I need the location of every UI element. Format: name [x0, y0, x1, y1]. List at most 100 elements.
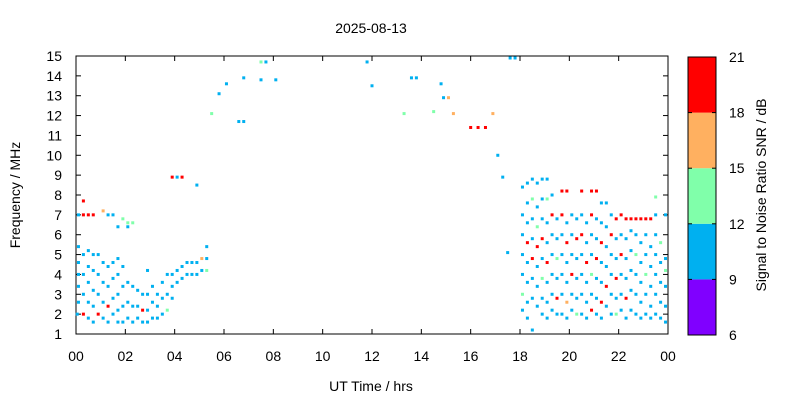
data-point: [560, 233, 564, 237]
data-point: [121, 264, 125, 268]
data-point: [101, 300, 105, 304]
data-point: [86, 249, 90, 253]
data-point: [131, 304, 135, 308]
data-point: [155, 316, 159, 320]
colorbar-tick-label: 12: [729, 216, 745, 232]
data-point: [634, 272, 638, 276]
data-point: [75, 312, 79, 316]
data-point: [116, 308, 120, 312]
data-point: [525, 221, 529, 225]
data-point: [599, 221, 603, 225]
data-point: [540, 276, 544, 280]
data-point: [619, 292, 623, 296]
data-point: [614, 217, 618, 221]
data-point: [639, 316, 643, 320]
data-point: [111, 276, 115, 280]
data-point: [609, 312, 613, 316]
data-point: [259, 78, 263, 82]
x-tick-label: 04: [167, 348, 183, 364]
data-point: [165, 272, 169, 276]
data-point: [619, 272, 623, 276]
data-point: [525, 181, 529, 185]
data-point: [560, 253, 564, 257]
data-point: [81, 253, 85, 257]
data-point: [550, 233, 554, 237]
data-point: [86, 213, 90, 217]
data-point: [629, 249, 633, 253]
data-point: [506, 251, 510, 255]
data-point: [520, 185, 524, 189]
chart-title: 2025-08-13: [335, 20, 407, 36]
data-point: [442, 96, 446, 100]
data-point: [96, 292, 100, 296]
data-point: [409, 76, 413, 80]
data-point: [111, 312, 115, 316]
data-point: [560, 312, 564, 316]
data-point: [136, 316, 140, 320]
data-point: [540, 296, 544, 300]
data-point: [170, 296, 174, 300]
data-point: [224, 82, 228, 86]
y-tick-label: 12: [46, 108, 62, 124]
data-point: [508, 56, 512, 60]
data-point: [580, 272, 584, 276]
colorbar-tick-label: 9: [729, 271, 737, 287]
data-point: [575, 312, 579, 316]
data-point: [141, 320, 145, 324]
data-point: [604, 225, 608, 229]
data-point: [76, 300, 80, 304]
x-tick-label: 18: [512, 348, 528, 364]
data-point: [101, 209, 105, 213]
data-point: [175, 175, 179, 179]
data-point: [545, 261, 549, 265]
data-point: [530, 197, 534, 201]
data-point: [101, 316, 105, 320]
data-point: [565, 261, 569, 265]
data-point: [664, 320, 668, 324]
data-point: [535, 245, 539, 249]
data-point: [136, 288, 140, 292]
data-point: [639, 300, 643, 304]
data-point: [614, 237, 618, 241]
data-point: [540, 177, 544, 181]
data-point: [414, 76, 418, 80]
y-tick-label: 11: [47, 127, 62, 143]
data-point: [659, 261, 663, 265]
data-point: [594, 217, 598, 221]
data-point: [634, 312, 638, 316]
data-point: [141, 308, 145, 312]
data-point: [570, 272, 574, 276]
data-point: [86, 264, 90, 268]
data-point: [237, 120, 241, 124]
data-point: [86, 300, 90, 304]
data-point: [195, 261, 199, 265]
data-point: [180, 276, 184, 280]
data-point: [570, 253, 574, 257]
data-point: [525, 261, 529, 265]
data-point: [634, 253, 638, 257]
data-point: [545, 221, 549, 225]
data-point: [131, 284, 135, 288]
data-point: [634, 292, 638, 296]
data-point: [150, 316, 154, 320]
y-tick-label: 13: [46, 88, 62, 104]
colorbar-label: Signal to Noise Ratio SNR / dB: [753, 99, 769, 292]
data-point: [654, 253, 658, 257]
data-point: [545, 316, 549, 320]
data-point: [570, 233, 574, 237]
data-point: [590, 253, 594, 257]
data-point: [649, 217, 653, 221]
y-tick-label: 5: [54, 247, 62, 263]
data-point: [580, 292, 584, 296]
data-point: [550, 253, 554, 257]
data-point: [106, 213, 110, 217]
data-point: [116, 257, 120, 261]
data-point: [599, 201, 603, 205]
data-point: [131, 221, 135, 225]
data-point: [590, 272, 594, 276]
y-tick-label: 8: [54, 187, 62, 203]
data-point: [76, 284, 80, 288]
data-point: [76, 245, 80, 249]
x-tick-label: 00: [68, 348, 84, 364]
data-point: [555, 257, 559, 261]
